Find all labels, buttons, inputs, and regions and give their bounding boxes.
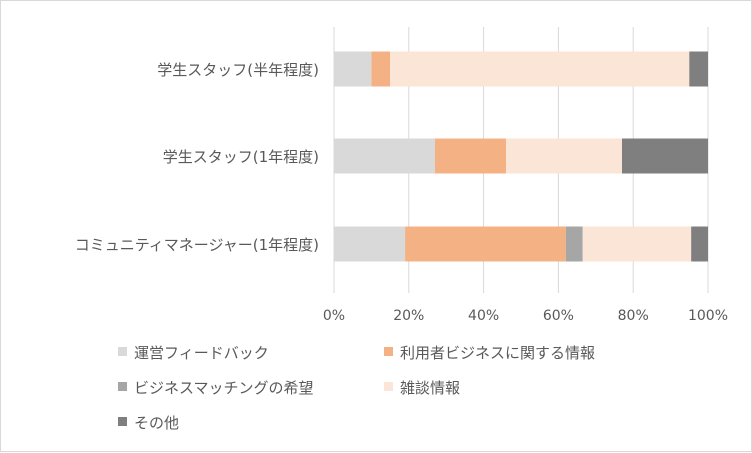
bar-segment-c1-s1 xyxy=(434,138,507,174)
bar-segment-c1-s3 xyxy=(506,138,622,174)
x-tick-80: 80% xyxy=(618,308,649,324)
x-axis-ticks: 0% 20% 40% 60% 80% 100% xyxy=(323,308,728,324)
category-label-2: コミュニティマネージャー(1年程度) xyxy=(75,236,319,254)
bar-segment-c2-s3 xyxy=(582,226,692,262)
x-tick-40: 40% xyxy=(468,308,499,324)
legend-label-2: ビジネスマッチングの希望 xyxy=(134,379,314,397)
category-label-1: 学生スタッフ(1年程度) xyxy=(163,148,319,166)
bar-segment-c2-s2 xyxy=(565,226,583,262)
legend-label-3: 雑談情報 xyxy=(400,379,460,397)
bar-segment-c0-s3 xyxy=(390,51,690,87)
x-tick-20: 20% xyxy=(393,308,424,324)
x-tick-100: 100% xyxy=(688,308,728,324)
legend-label-4: その他 xyxy=(134,414,179,432)
bar-segment-c1-s4 xyxy=(621,138,708,174)
legend-label-1: 利用者ビジネスに関する情報 xyxy=(400,344,595,362)
legend-swatch-3 xyxy=(384,382,393,391)
bar-segment-c2-s0 xyxy=(334,226,406,262)
bars xyxy=(334,51,708,262)
legend-label-0: 運営フィードバック xyxy=(134,344,269,362)
bar-segment-c2-s1 xyxy=(405,226,566,262)
legend: 運営フィードバック 利用者ビジネスに関する情報 ビジネスマッチングの希望 雑談情… xyxy=(118,344,595,432)
x-tick-60: 60% xyxy=(543,308,574,324)
legend-swatch-0 xyxy=(118,347,127,356)
bar-segment-c2-s4 xyxy=(691,226,708,262)
bar-segment-c0-s0 xyxy=(334,51,372,87)
category-label-0: 学生スタッフ(半年程度) xyxy=(157,61,319,79)
category-labels: 学生スタッフ(半年程度) 学生スタッフ(1年程度) コミュニティマネージャー(1… xyxy=(75,61,319,254)
legend-swatch-4 xyxy=(118,417,127,426)
x-tick-0: 0% xyxy=(323,308,345,324)
legend-swatch-1 xyxy=(384,347,393,356)
bar-segment-c0-s4 xyxy=(689,51,708,87)
bar-segment-c1-s0 xyxy=(334,138,435,174)
legend-swatch-2 xyxy=(118,382,127,391)
bar-segment-c0-s1 xyxy=(371,51,391,87)
